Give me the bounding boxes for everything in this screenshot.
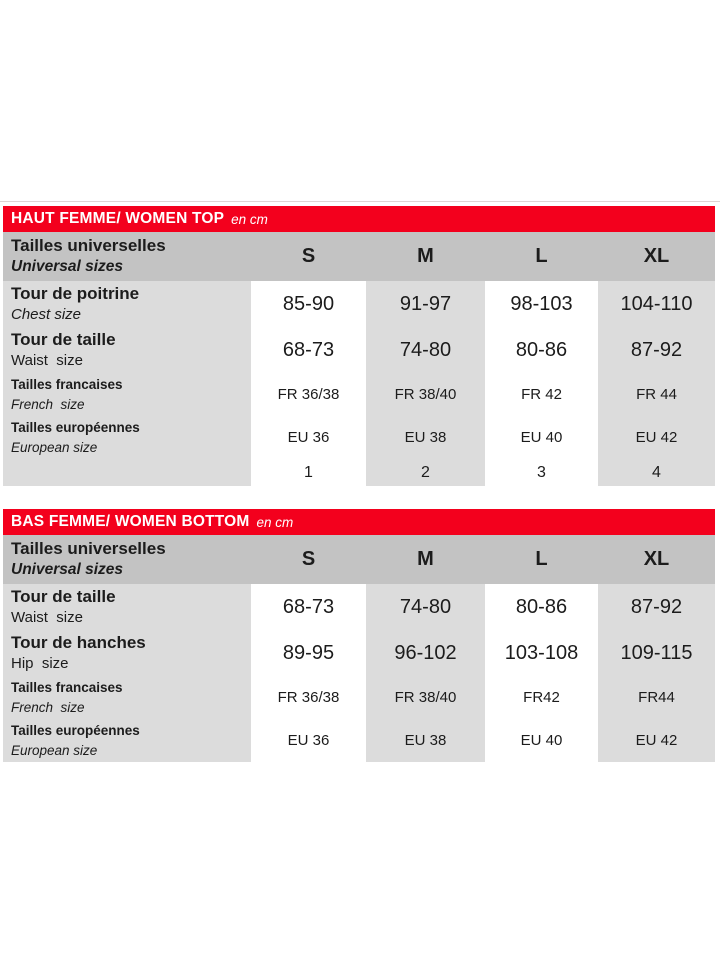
row-label-fr: Tour de taille [11, 329, 116, 349]
row-label: Tailles francaises French size [3, 676, 251, 719]
value-cell: 68-73 [251, 584, 366, 630]
row-label-fr: Tailles francaises [11, 376, 123, 392]
size-header-row: Tailles universelles Universal sizes S M L XL [3, 535, 715, 584]
value-cell: FR44 [598, 676, 715, 719]
size-column-header-s: S [251, 232, 366, 281]
size-column-header-s: S [251, 535, 366, 584]
value-cell: EU 40 [485, 416, 598, 459]
value-cell: EU 42 [598, 416, 715, 459]
table-title-bar: BAS FEMME/ WOMEN BOTTOM en cm [3, 509, 715, 535]
value-cell: EU 36 [251, 416, 366, 459]
value-cell: 104-110 [598, 281, 715, 327]
size-column-header-xl: XL [598, 535, 715, 584]
table-row: Tailles européennes European size EU 36 EU … [3, 719, 715, 762]
value-cell: FR42 [485, 676, 598, 719]
size-header-row: Tailles universelles Universal sizes S M L XL [3, 232, 715, 281]
table-row: Tailles européennes European size EU 36 EU … [3, 416, 715, 459]
size-column-header-l: L [485, 535, 598, 584]
value-cell: 2 [366, 459, 485, 486]
value-cell: 85-90 [251, 281, 366, 327]
table-row: Tour de taille Waist size 68-73 74-80 80-86 8… [3, 584, 715, 630]
row-label-fr: Tailles européennes [11, 419, 140, 435]
table-unit-label: en cm [231, 211, 268, 227]
value-cell: EU 42 [598, 719, 715, 762]
row-label-fr: Tour de hanches [11, 632, 146, 652]
value-cell: 96-102 [366, 630, 485, 676]
table-title: BAS FEMME/ WOMEN BOTTOM [11, 513, 250, 530]
size-header-label-en: Universal sizes [11, 258, 124, 276]
row-label-en: Waist size [11, 608, 83, 626]
value-cell: 87-92 [598, 584, 715, 630]
value-cell: 74-80 [366, 584, 485, 630]
table-row: Tailles francaises French size FR 36/38 FR … [3, 373, 715, 416]
row-label-fr: Tailles francaises [11, 679, 123, 695]
size-column-header-m: M [366, 535, 485, 584]
value-cell: FR 44 [598, 373, 715, 416]
value-cell: FR 38/40 [366, 676, 485, 719]
value-cell: 80-86 [485, 327, 598, 373]
row-label: Tour de poitrine Chest size [3, 281, 251, 327]
value-cell: 109-115 [598, 630, 715, 676]
value-cell: FR 38/40 [366, 373, 485, 416]
value-cell: FR 36/38 [251, 676, 366, 719]
value-cell: 1 [251, 459, 366, 486]
value-cell: EU 38 [366, 416, 485, 459]
size-table-women-bottom: BAS FEMME/ WOMEN BOTTOM en cm Tailles univ… [3, 509, 715, 762]
size-table-women-top: HAUT FEMME/ WOMEN TOP en cm Tailles univer… [3, 206, 715, 486]
size-header-label-fr: Tailles universelles [11, 539, 166, 559]
row-label: Tour de hanches Hip size [3, 630, 251, 676]
table-title: HAUT FEMME/ WOMEN TOP [11, 210, 225, 227]
value-cell: 87-92 [598, 327, 715, 373]
size-header-label-en: Universal sizes [11, 561, 124, 579]
row-label: Tour de taille Waist size [3, 327, 251, 373]
row-label-en: French size [11, 396, 85, 412]
value-cell: 80-86 [485, 584, 598, 630]
value-cell: 98-103 [485, 281, 598, 327]
size-column-header-l: L [485, 232, 598, 281]
row-label-fr: Tour de taille [11, 586, 116, 606]
row-label: Tailles francaises French size [3, 373, 251, 416]
value-cell: EU 36 [251, 719, 366, 762]
value-cell: 4 [598, 459, 715, 486]
value-cell: FR 36/38 [251, 373, 366, 416]
value-cell: 89-95 [251, 630, 366, 676]
row-label: Tour de taille Waist size [3, 584, 251, 630]
table-row: Tour de hanches Hip size 89-95 96-102 103-10… [3, 630, 715, 676]
value-cell: 103-108 [485, 630, 598, 676]
row-label-en: Hip size [11, 654, 69, 672]
size-column-header-xl: XL [598, 232, 715, 281]
row-label-en: French size [11, 699, 85, 715]
row-label-en: Waist size [11, 351, 83, 369]
table-row: Tour de poitrine Chest size 85-90 91-97 98-1… [3, 281, 715, 327]
value-cell: 74-80 [366, 327, 485, 373]
row-label [3, 459, 251, 486]
row-label-en: European size [11, 742, 98, 758]
value-cell: 3 [485, 459, 598, 486]
size-column-header-m: M [366, 232, 485, 281]
value-cell: 91-97 [366, 281, 485, 327]
table-title-bar: HAUT FEMME/ WOMEN TOP en cm [3, 206, 715, 232]
top-divider [0, 201, 720, 202]
table-unit-label: en cm [256, 514, 294, 530]
value-cell: EU 40 [485, 719, 598, 762]
size-header-label-fr: Tailles universelles [11, 236, 166, 256]
row-label: Tailles européennes European size [3, 416, 251, 459]
value-cell: EU 38 [366, 719, 485, 762]
table-row: Tailles francaises French size FR 36/38 FR … [3, 676, 715, 719]
size-header-label: Tailles universelles Universal sizes [3, 232, 251, 281]
size-header-label: Tailles universelles Universal sizes [3, 535, 251, 584]
row-label-en: European size [11, 439, 98, 455]
value-cell: FR 42 [485, 373, 598, 416]
row-label-en: Chest size [11, 305, 82, 323]
table-row: Tour de taille Waist size 68-73 74-80 80-86 8… [3, 327, 715, 373]
tables-root: HAUT FEMME/ WOMEN TOP en cm Tailles univer… [3, 206, 715, 785]
value-cell: 68-73 [251, 327, 366, 373]
row-label-fr: Tailles européennes [11, 722, 140, 738]
row-label-fr: Tour de poitrine [11, 283, 140, 303]
row-label: Tailles européennes European size [3, 719, 251, 762]
